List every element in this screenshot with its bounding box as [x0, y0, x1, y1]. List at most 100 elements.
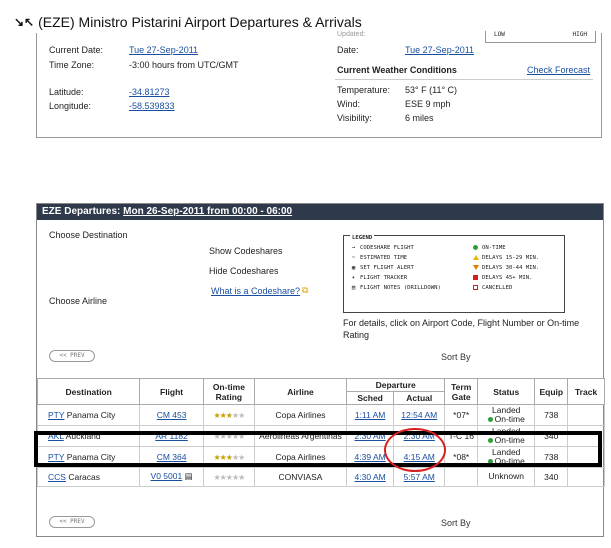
- weather-date-label: Date:: [337, 45, 359, 55]
- filters-area: Choose Destination Show Codeshares Hide …: [37, 220, 603, 344]
- check-forecast-link[interactable]: Check Forecast: [527, 65, 591, 75]
- latitude-link[interactable]: -34.81273: [129, 87, 170, 97]
- sched-time-link[interactable]: 2:30 AM: [354, 430, 386, 441]
- destination-cell: PTY Panama City: [36, 445, 141, 468]
- departures-date-range-link[interactable]: Mon 26-Sep-2011 from 00:00 - 06:00: [123, 206, 293, 217]
- sched-time-link[interactable]: 4:30 AM: [354, 471, 386, 482]
- collapse-arrows-icon[interactable]: ↘↖: [14, 15, 35, 29]
- col-sched[interactable]: Sched: [346, 391, 395, 405]
- flight-cell: CM 453: [139, 404, 204, 426]
- hide-codeshares-option[interactable]: Hide Codeshares: [209, 266, 279, 276]
- flight-number-link[interactable]: V0 5001: [150, 471, 183, 482]
- flight-number-link[interactable]: AR 1182: [155, 430, 188, 441]
- status-text: Landed: [492, 405, 521, 415]
- flight-tracker-icon: ✈: [351, 275, 356, 281]
- col-actual[interactable]: Actual: [393, 391, 446, 405]
- ontime-text: On-time: [494, 413, 525, 424]
- col-status[interactable]: Status: [477, 378, 536, 405]
- track-cell: [567, 404, 605, 426]
- sched-time-link[interactable]: 4:39 AM: [354, 451, 386, 462]
- ontime-rating-stars[interactable]: ★★★★★: [202, 424, 255, 447]
- flight-number-link[interactable]: CM 453: [156, 409, 187, 420]
- delay-15-icon: [472, 254, 479, 262]
- sched-cell: 2:30 AM: [346, 424, 395, 447]
- current-date-link[interactable]: Tue 27-Sep-2011: [129, 45, 199, 55]
- col-term-gate[interactable]: Term Gate: [444, 378, 479, 405]
- departures-table: Destination Flight On-time Rating Airlin…: [36, 378, 605, 487]
- sort-by-top[interactable]: Sort By: [441, 352, 471, 362]
- legend-right-column: ON-TIME DELAYS 15-29 MIN. DELAYS 30-44 MIN…: [472, 244, 539, 292]
- low-high-box: LOW HIGH: [485, 31, 596, 43]
- sched-time-link[interactable]: 1:11 AM: [354, 409, 386, 420]
- ontime-rating-stars[interactable]: ★★★★★: [202, 466, 255, 487]
- actual-time-link[interactable]: 2:30 AM: [403, 430, 435, 441]
- choose-airline[interactable]: Choose Airline: [49, 296, 108, 306]
- actual-time-link[interactable]: 12:54 AM: [401, 409, 438, 420]
- choose-destination[interactable]: Choose Destination: [49, 230, 128, 240]
- sort-by-bottom[interactable]: Sort By: [441, 518, 471, 528]
- on-time-icon: [472, 244, 479, 252]
- airline-cell: Copa Airlines: [253, 445, 348, 468]
- equip-cell: 340: [534, 424, 569, 447]
- ontime-text: On-time: [494, 455, 525, 466]
- col-departure: Departure: [346, 378, 446, 392]
- timezone-value: -3:00 hours from UTC/GMT: [129, 60, 239, 70]
- airline-cell: CONVIASA: [253, 466, 348, 487]
- codeshare-info[interactable]: What is a Codeshare? ⧉: [211, 285, 308, 296]
- col-destination[interactable]: Destination: [36, 378, 141, 405]
- star-icon: ★: [225, 431, 233, 441]
- actual-cell: 5:57 AM: [393, 466, 446, 487]
- table-row: PTY Panama City CM 453 ★★★★★ Copa Airlines 1…: [36, 404, 605, 426]
- temperature-label: Temperature:: [337, 85, 391, 95]
- what-is-codeshare-link[interactable]: What is a Codeshare?: [211, 285, 301, 296]
- equip-cell: 738: [534, 445, 569, 468]
- status-cell: Landed On-time: [477, 445, 536, 468]
- status-cell: Unknown: [477, 466, 536, 487]
- flight-number-link[interactable]: CM 364: [156, 451, 187, 462]
- airport-code-link[interactable]: PTY: [48, 409, 65, 420]
- latitude-label: Latitude:: [49, 87, 84, 97]
- legend-box: LEGEND → CODESHARE FLIGHT ~ ESTIMATED TIME ▣…: [343, 235, 565, 313]
- col-track: Track: [567, 378, 605, 405]
- col-equip[interactable]: Equip: [534, 378, 569, 405]
- legend-item: ▣ SET FLIGHT ALERT: [350, 264, 441, 272]
- airport-code-link[interactable]: PTY: [48, 451, 65, 462]
- show-codeshares-option[interactable]: Show Codeshares: [209, 246, 283, 256]
- col-airline[interactable]: Airline: [253, 378, 348, 405]
- legend-item: → CODESHARE FLIGHT: [350, 244, 441, 252]
- city-name: Panama City: [66, 451, 116, 462]
- gate-cell: [444, 466, 479, 487]
- legend-label: DELAYS 30-44 MIN.: [482, 265, 540, 271]
- airport-code-link[interactable]: AKL: [48, 430, 64, 441]
- col-ontime-rating[interactable]: On-time Rating: [202, 378, 255, 405]
- delay-30-icon: [472, 264, 479, 272]
- on-time-icon: [487, 458, 493, 464]
- on-time-icon: [487, 417, 493, 423]
- airport-code-link[interactable]: CCS: [48, 471, 66, 482]
- legend-label: CANCELLED: [482, 285, 513, 291]
- set-alert-icon: ▣: [351, 265, 356, 271]
- col-flight[interactable]: Flight: [139, 378, 204, 405]
- weather-date-link[interactable]: Tue 27-Sep-2011: [405, 45, 475, 55]
- flight-notes-icon[interactable]: ▤: [184, 471, 193, 482]
- actual-time-link[interactable]: 4:15 AM: [403, 451, 435, 462]
- star-icon: ★: [219, 410, 227, 420]
- prev-button-bottom[interactable]: << PREV: [49, 516, 95, 528]
- popup-icon: ⧉: [302, 285, 309, 295]
- legend-label: SET FLIGHT ALERT: [360, 265, 414, 271]
- star-icon: ★: [225, 452, 233, 462]
- longitude-link[interactable]: -58.539833: [129, 101, 175, 111]
- prev-button-top[interactable]: << PREV: [49, 350, 95, 362]
- track-cell: [567, 466, 605, 487]
- table-header-row-2: Sched Actual: [38, 391, 605, 405]
- temperature-value: 53° F (11° C): [405, 85, 458, 95]
- actual-time-link[interactable]: 5:57 AM: [403, 471, 435, 482]
- star-icon: ★: [213, 431, 220, 441]
- ontime-rating-stars[interactable]: ★★★★★: [202, 445, 255, 468]
- equip-cell: 738: [534, 404, 569, 426]
- star-icon: ★: [225, 472, 233, 482]
- star-icon: ★: [213, 410, 220, 420]
- ontime-rating-stars[interactable]: ★★★★★: [202, 404, 255, 426]
- legend-left-column: → CODESHARE FLIGHT ~ ESTIMATED TIME ▣ SET FLI…: [350, 244, 441, 292]
- high-label: HIGH: [572, 31, 587, 38]
